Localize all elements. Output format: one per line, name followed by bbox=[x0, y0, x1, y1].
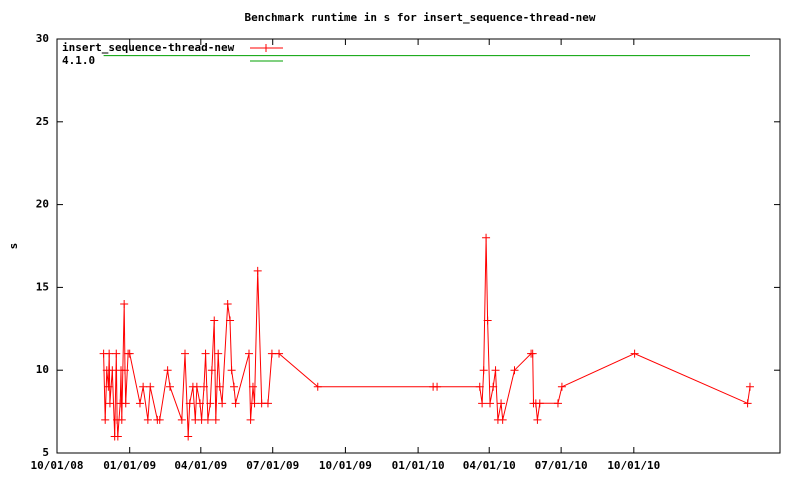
point-marker bbox=[218, 399, 227, 408]
point-marker bbox=[206, 399, 215, 408]
point-marker bbox=[483, 316, 492, 325]
point-marker bbox=[196, 399, 205, 408]
point-marker bbox=[231, 399, 240, 408]
x-tick-label: 07/01/10 bbox=[535, 459, 588, 472]
x-tick-label: 04/01/10 bbox=[463, 459, 516, 472]
point-marker bbox=[125, 349, 134, 358]
point-marker bbox=[245, 349, 254, 358]
point-marker bbox=[120, 366, 129, 375]
point-marker bbox=[498, 415, 507, 424]
point-marker bbox=[120, 299, 129, 308]
point-marker bbox=[630, 349, 639, 358]
y-tick-label: 20 bbox=[36, 198, 49, 211]
point-marker bbox=[497, 399, 506, 408]
point-marker bbox=[479, 366, 488, 375]
point-marker bbox=[163, 366, 172, 375]
point-marker bbox=[215, 382, 224, 391]
x-tick-label: 01/01/10 bbox=[392, 459, 445, 472]
point-marker bbox=[535, 399, 544, 408]
chart-title: Benchmark runtime in s for insert_sequen… bbox=[245, 11, 596, 24]
point-marker bbox=[223, 299, 232, 308]
point-marker bbox=[192, 382, 201, 391]
point-marker bbox=[248, 382, 257, 391]
point-marker bbox=[108, 366, 117, 375]
point-marker bbox=[211, 415, 220, 424]
y-tick-label: 5 bbox=[42, 446, 49, 459]
point-marker bbox=[203, 415, 212, 424]
point-marker bbox=[528, 349, 537, 358]
legend-label: insert_sequence-thread-new bbox=[62, 41, 235, 54]
point-marker bbox=[139, 382, 148, 391]
x-tick-label: 01/01/09 bbox=[103, 459, 156, 472]
point-marker bbox=[105, 399, 114, 408]
point-marker bbox=[478, 399, 487, 408]
point-marker bbox=[533, 415, 542, 424]
point-marker bbox=[214, 349, 223, 358]
y-tick-label: 15 bbox=[36, 280, 49, 293]
point-marker bbox=[112, 349, 121, 358]
point-marker bbox=[207, 366, 216, 375]
point-marker bbox=[553, 399, 562, 408]
point-marker bbox=[313, 382, 322, 391]
legend-marker bbox=[262, 44, 270, 52]
x-tick-label: 04/01/09 bbox=[174, 459, 227, 472]
point-marker bbox=[557, 382, 566, 391]
x-tick-label: 10/01/10 bbox=[607, 459, 660, 472]
y-tick-label: 30 bbox=[36, 32, 49, 45]
legend-label: 4.1.0 bbox=[62, 54, 95, 67]
point-marker bbox=[184, 432, 193, 441]
point-marker bbox=[185, 399, 194, 408]
y-tick-label: 10 bbox=[36, 363, 49, 376]
y-tick-label: 25 bbox=[36, 115, 49, 128]
point-marker bbox=[227, 366, 236, 375]
point-marker bbox=[229, 382, 238, 391]
point-marker bbox=[267, 349, 276, 358]
point-marker bbox=[199, 382, 208, 391]
point-marker bbox=[104, 382, 113, 391]
point-marker bbox=[113, 432, 122, 441]
point-marker bbox=[745, 382, 754, 391]
point-marker bbox=[117, 415, 126, 424]
point-marker bbox=[433, 382, 442, 391]
point-marker bbox=[250, 399, 259, 408]
plot-border bbox=[56, 38, 781, 454]
point-marker bbox=[743, 399, 752, 408]
point-marker bbox=[146, 382, 155, 391]
point-marker bbox=[143, 415, 152, 424]
point-marker bbox=[165, 382, 174, 391]
point-marker bbox=[177, 415, 186, 424]
point-marker bbox=[275, 349, 284, 358]
point-marker bbox=[253, 266, 262, 275]
point-marker bbox=[486, 399, 495, 408]
point-marker bbox=[491, 366, 500, 375]
point-marker bbox=[489, 382, 498, 391]
point-marker bbox=[475, 382, 484, 391]
x-tick-label: 07/01/09 bbox=[246, 459, 299, 472]
series-line bbox=[103, 237, 751, 437]
x-tick-label: 10/01/08 bbox=[31, 459, 84, 472]
point-marker bbox=[101, 415, 110, 424]
point-marker bbox=[263, 399, 272, 408]
point-marker bbox=[210, 316, 219, 325]
point-marker bbox=[135, 399, 144, 408]
point-marker bbox=[482, 233, 491, 242]
point-marker bbox=[510, 366, 519, 375]
point-marker bbox=[181, 349, 190, 358]
point-marker bbox=[121, 399, 130, 408]
point-marker bbox=[226, 316, 235, 325]
point-marker bbox=[105, 349, 114, 358]
point-marker bbox=[155, 415, 164, 424]
point-marker bbox=[246, 415, 255, 424]
y-axis-label: s bbox=[7, 243, 20, 250]
point-marker bbox=[201, 349, 210, 358]
x-tick-label: 10/01/09 bbox=[319, 459, 372, 472]
